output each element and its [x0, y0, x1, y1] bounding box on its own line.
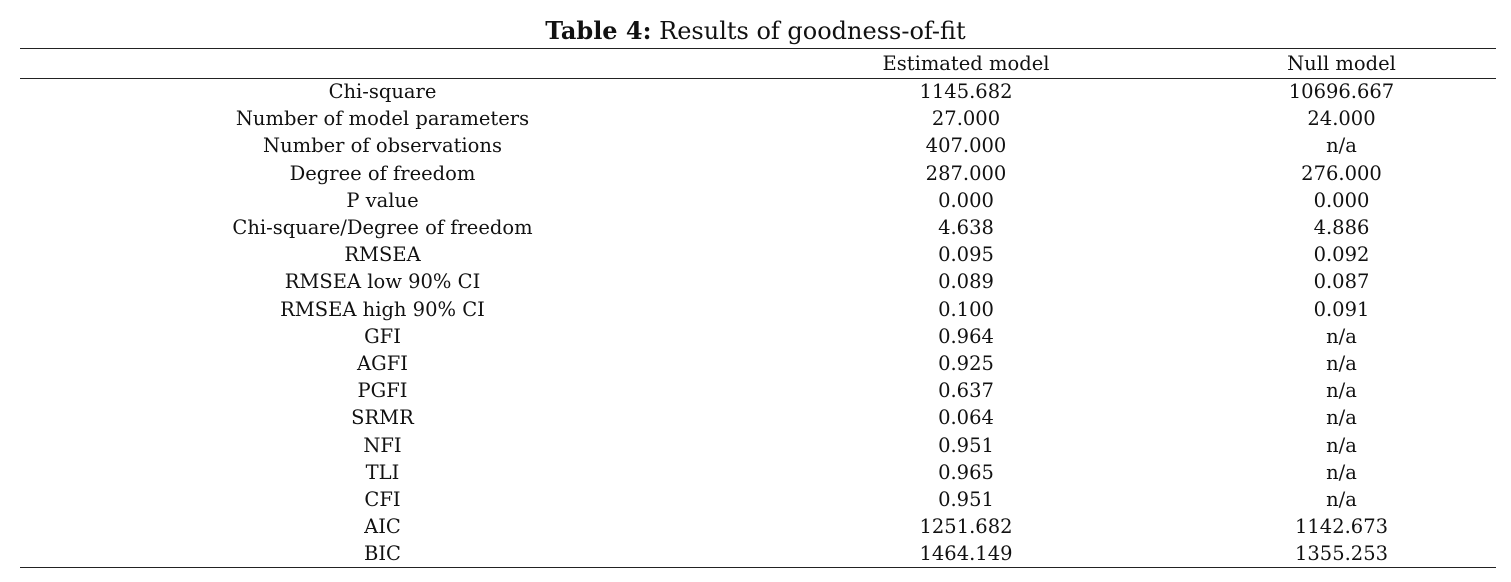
header-cell-estimated-model: Estimated model	[882, 52, 1050, 75]
estimated-model-cell: 1145.682	[919, 80, 1013, 104]
table-row: BIC 1464.149 1355.253	[20, 540, 1496, 567]
estimated-model-cell: 0.100	[938, 297, 994, 321]
table-top-rule	[20, 48, 1496, 49]
metric-cell: Chi-square	[328, 80, 437, 104]
null-model-cell: 1355.253	[1294, 542, 1389, 566]
metric-cell: Chi-square/Degree of freedom	[232, 216, 533, 240]
null-model-cell: 276.000	[1301, 161, 1382, 185]
metric-cell: CFI	[364, 487, 401, 511]
estimated-model-cell: 1251.682	[919, 515, 1013, 539]
estimated-model-cell: 0.964	[938, 324, 994, 348]
table-row: RMSEA high 90% CI 0.100 0.091	[20, 296, 1496, 323]
estimated-model-cell: 1464.149	[919, 542, 1013, 566]
header-cell-null-model: Null model	[1287, 52, 1396, 75]
metric-cell: AGFI	[357, 351, 408, 375]
null-model-cell: 0.000	[1313, 188, 1370, 212]
table-row: Number of model parameters 27.000 24.000	[20, 105, 1496, 132]
estimated-model-cell: 0.095	[938, 243, 994, 267]
table-caption-label: Table 4:	[545, 16, 652, 45]
estimated-model-cell: 0.637	[938, 379, 994, 403]
goodness-of-fit-table: Estimated model Null model Chi-square 114…	[20, 50, 1496, 567]
null-model-cell: 0.087	[1313, 270, 1370, 294]
table-row: Degree of freedom 287.000 276.000	[20, 160, 1496, 187]
metric-cell: Degree of freedom	[289, 161, 476, 185]
null-model-cell: 10696.667	[1288, 80, 1395, 104]
null-model-cell: 24.000	[1307, 107, 1376, 131]
metric-cell: SRMR	[351, 406, 414, 430]
table-caption: Table 4: Results of goodness-of-fit	[0, 14, 1511, 48]
metric-cell: RMSEA high 90% CI	[280, 297, 485, 321]
metric-cell: Number of model parameters	[235, 107, 530, 131]
null-model-cell: 1142.673	[1294, 515, 1389, 539]
estimated-model-cell: 0.951	[938, 487, 994, 511]
null-model-cell: n/a	[1326, 460, 1357, 484]
estimated-model-cell: 407.000	[925, 134, 1007, 158]
table-header-row: Estimated model Null model	[20, 50, 1496, 78]
table-row: P value 0.000 0.000	[20, 187, 1496, 214]
table-body: Chi-square 1145.682 10696.667 Number of mod…	[20, 78, 1496, 567]
table-row: RMSEA low 90% CI 0.089 0.087	[20, 268, 1496, 295]
table-row: PGFI 0.637 n/a	[20, 377, 1496, 404]
table-header-rule	[20, 78, 1496, 79]
estimated-model-cell: 287.000	[925, 161, 1007, 185]
table-row: NFI 0.951 n/a	[20, 431, 1496, 458]
estimated-model-cell: 0.925	[938, 351, 994, 375]
table-bottom-rule	[20, 567, 1496, 568]
header-cell-metric	[20, 50, 745, 78]
table-row: Chi-square/Degree of freedom 4.638 4.886	[20, 214, 1496, 241]
table-row: Chi-square 1145.682 10696.667	[20, 78, 1496, 105]
metric-cell: NFI	[363, 433, 402, 457]
metric-cell: P value	[346, 188, 419, 212]
null-model-cell: 0.092	[1313, 243, 1370, 267]
metric-cell: RMSEA low 90% CI	[284, 270, 481, 294]
table-row: CFI 0.951 n/a	[20, 486, 1496, 513]
null-model-cell: n/a	[1326, 134, 1357, 158]
estimated-model-cell: 0.965	[938, 460, 994, 484]
metric-cell: Number of observations	[263, 134, 502, 158]
null-model-cell: 4.886	[1313, 216, 1370, 240]
table-row: Number of observations 407.000 n/a	[20, 132, 1496, 159]
metric-cell: AIC	[364, 515, 401, 539]
metric-cell: PGFI	[357, 379, 408, 403]
table-row: AGFI 0.925 n/a	[20, 350, 1496, 377]
null-model-cell: 0.091	[1313, 297, 1370, 321]
metric-cell: RMSEA	[344, 243, 421, 267]
table-row: TLI 0.965 n/a	[20, 459, 1496, 486]
table-row: SRMR 0.064 n/a	[20, 404, 1496, 431]
null-model-cell: n/a	[1326, 487, 1357, 511]
estimated-model-cell: 0.089	[938, 270, 994, 294]
estimated-model-cell: 0.064	[938, 406, 994, 430]
table-row: RMSEA 0.095 0.092	[20, 241, 1496, 268]
metric-cell: BIC	[364, 542, 401, 566]
metric-cell: TLI	[365, 460, 400, 484]
null-model-cell: n/a	[1326, 324, 1357, 348]
estimated-model-cell: 27.000	[931, 107, 1001, 131]
table-row: AIC 1251.682 1142.673	[20, 513, 1496, 540]
estimated-model-cell: 4.638	[938, 216, 994, 240]
null-model-cell: n/a	[1326, 433, 1357, 457]
null-model-cell: n/a	[1326, 379, 1357, 403]
estimated-model-cell: 0.951	[938, 433, 994, 457]
estimated-model-cell: 0.000	[938, 188, 994, 212]
null-model-cell: n/a	[1326, 351, 1357, 375]
metric-cell: GFI	[364, 324, 401, 348]
null-model-cell: n/a	[1326, 406, 1357, 430]
table-caption-text: Results of goodness-of-fit	[659, 17, 966, 45]
table-row: GFI 0.964 n/a	[20, 323, 1496, 350]
